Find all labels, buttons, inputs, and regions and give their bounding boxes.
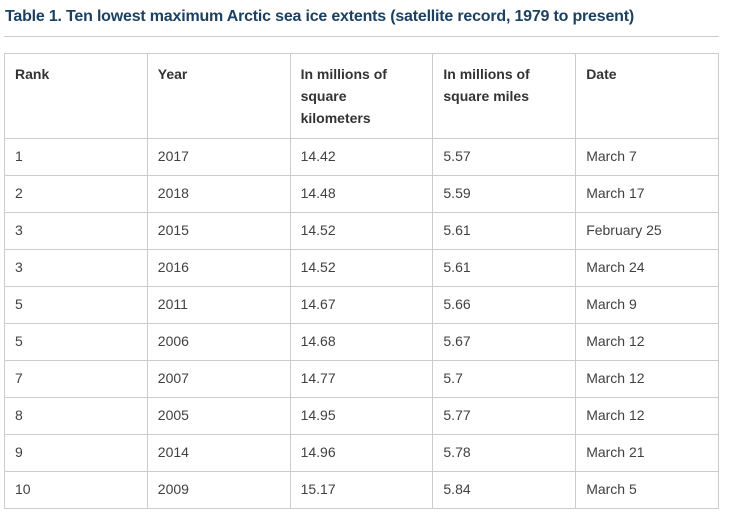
table-cell-rank: 7 — [4, 360, 148, 398]
table-header-row: Rank Year In millions of square kilometers… — [4, 53, 719, 139]
sea-ice-extent-table: Rank Year In millions of square kilometers… — [4, 53, 719, 509]
table-row: 7 2007 14.77 5.7 March 12 — [4, 360, 719, 398]
table-cell-millions-sq-km: 14.95 — [289, 397, 434, 435]
table-cell-date: March 7 — [575, 138, 719, 176]
table-cell-date: March 24 — [575, 249, 719, 287]
table-cell-millions-sq-km: 14.52 — [289, 212, 434, 250]
table-cell-rank: 2 — [4, 175, 148, 213]
table-cell-date: March 12 — [575, 397, 719, 435]
table-cell-rank: 9 — [4, 434, 148, 472]
table-cell-millions-sq-km: 15.17 — [289, 471, 434, 509]
table-cell-rank: 5 — [4, 286, 148, 324]
table-cell-year: 2011 — [146, 286, 291, 324]
table-row: 8 2005 14.95 5.77 March 12 — [4, 397, 719, 435]
table-cell-millions-sq-km: 14.52 — [289, 249, 434, 287]
table-cell-year: 2014 — [146, 434, 291, 472]
table-cell-rank: 3 — [4, 249, 148, 287]
table-cell-millions-sq-km: 14.68 — [289, 323, 434, 361]
table-body: 1 2017 14.42 5.57 March 7 2 2018 14.48 5.59 March… — [4, 138, 719, 509]
table-cell-year: 2006 — [146, 323, 291, 361]
table-cell-date: March 9 — [575, 286, 719, 324]
table-cell-millions-sq-miles: 5.77 — [432, 397, 577, 435]
table-title: Table 1. Ten lowest maximum Arctic sea i… — [5, 8, 634, 25]
column-header-rank: Rank — [4, 53, 148, 139]
table-cell-date: March 12 — [575, 360, 719, 398]
table-cell-date: March 5 — [575, 471, 719, 509]
column-header-millions-sq-km: In millions of square kilometers — [289, 53, 434, 139]
table-row: 5 2011 14.67 5.66 March 9 — [4, 286, 719, 324]
table-cell-year: 2007 — [146, 360, 291, 398]
table-cell-millions-sq-miles: 5.84 — [432, 471, 577, 509]
table-cell-millions-sq-miles: 5.57 — [432, 138, 577, 176]
table-cell-date: March 17 — [575, 175, 719, 213]
table-cell-millions-sq-miles: 5.67 — [432, 323, 577, 361]
table-cell-millions-sq-miles: 5.78 — [432, 434, 577, 472]
table-cell-year: 2018 — [146, 175, 291, 213]
table-row: 2 2018 14.48 5.59 March 17 — [4, 175, 719, 213]
table-cell-rank: 10 — [4, 471, 148, 509]
table-cell-millions-sq-km: 14.67 — [289, 286, 434, 324]
column-header-date: Date — [575, 53, 719, 139]
table-cell-rank: 8 — [4, 397, 148, 435]
table-cell-millions-sq-miles: 5.7 — [432, 360, 577, 398]
column-header-millions-sq-miles: In millions of square miles — [432, 53, 577, 139]
table-cell-rank: 3 — [4, 212, 148, 250]
table-row: 9 2014 14.96 5.78 March 21 — [4, 434, 719, 472]
table-cell-year: 2017 — [146, 138, 291, 176]
table-cell-year: 2016 — [146, 249, 291, 287]
table-cell-millions-sq-km: 14.96 — [289, 434, 434, 472]
table-cell-date: March 12 — [575, 323, 719, 361]
table-cell-millions-sq-km: 14.77 — [289, 360, 434, 398]
table-row: 1 2017 14.42 5.57 March 7 — [4, 138, 719, 176]
table-cell-millions-sq-miles: 5.61 — [432, 212, 577, 250]
table-cell-millions-sq-miles: 5.59 — [432, 175, 577, 213]
table-cell-year: 2015 — [146, 212, 291, 250]
table-cell-date: February 25 — [575, 212, 719, 250]
column-header-year: Year — [146, 53, 291, 139]
table-row: 10 2009 15.17 5.84 March 5 — [4, 471, 719, 509]
table-row: 5 2006 14.68 5.67 March 12 — [4, 323, 719, 361]
table-cell-millions-sq-km: 14.42 — [289, 138, 434, 176]
table-cell-millions-sq-miles: 5.66 — [432, 286, 577, 324]
table-cell-rank: 1 — [4, 138, 148, 176]
table-cell-year: 2009 — [146, 471, 291, 509]
table-cell-year: 2005 — [146, 397, 291, 435]
table-cell-date: March 21 — [575, 434, 719, 472]
table-header: Rank Year In millions of square kilometers… — [4, 53, 719, 139]
table-cell-rank: 5 — [4, 323, 148, 361]
table-cell-millions-sq-km: 14.48 — [289, 175, 434, 213]
table-row: 3 2016 14.52 5.61 March 24 — [4, 249, 719, 287]
title-divider — [4, 36, 719, 37]
table-row: 3 2015 14.52 5.61 February 25 — [4, 212, 719, 250]
table-cell-millions-sq-miles: 5.61 — [432, 249, 577, 287]
